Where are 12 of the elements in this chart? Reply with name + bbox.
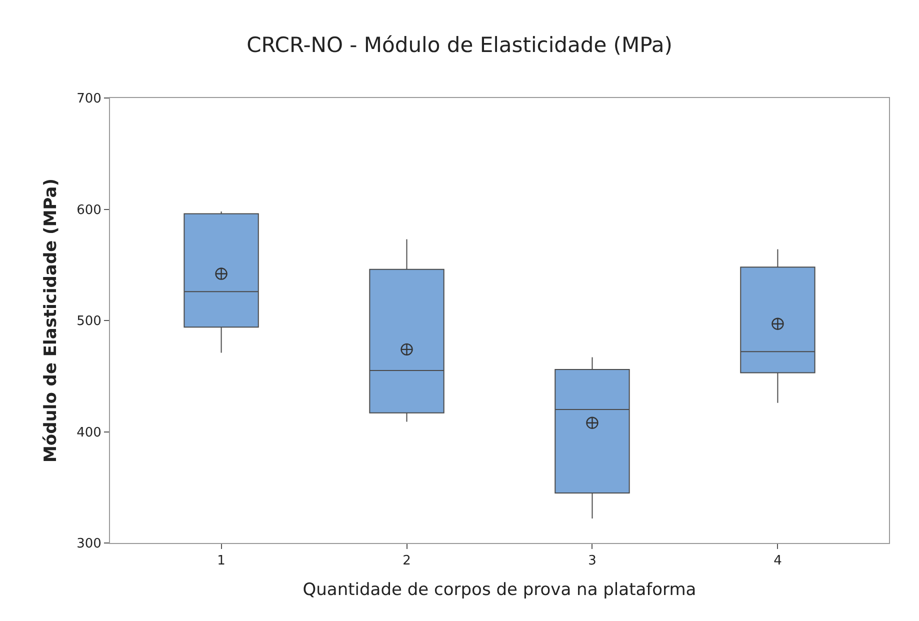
x-tick-label: 2 (402, 554, 411, 569)
y-tick-label: 600 (76, 202, 102, 218)
x-tick-label: 1 (217, 554, 226, 569)
y-tick-label: 300 (76, 536, 102, 552)
x-axis-title: Quantidade de corpos de prova na plataforma (302, 580, 696, 600)
y-axis-title: Módulo de Elasticidade (MPa) (41, 178, 62, 462)
y-tick-label: 400 (76, 425, 102, 440)
x-tick-label: 3 (588, 554, 596, 569)
x-tick-label: 4 (774, 554, 782, 569)
y-tick-label: 500 (76, 314, 102, 330)
chart-title: CRCR-NO - Módulo de Elasticidade (MPa) (246, 32, 672, 57)
y-tick-label: 700 (76, 92, 102, 107)
